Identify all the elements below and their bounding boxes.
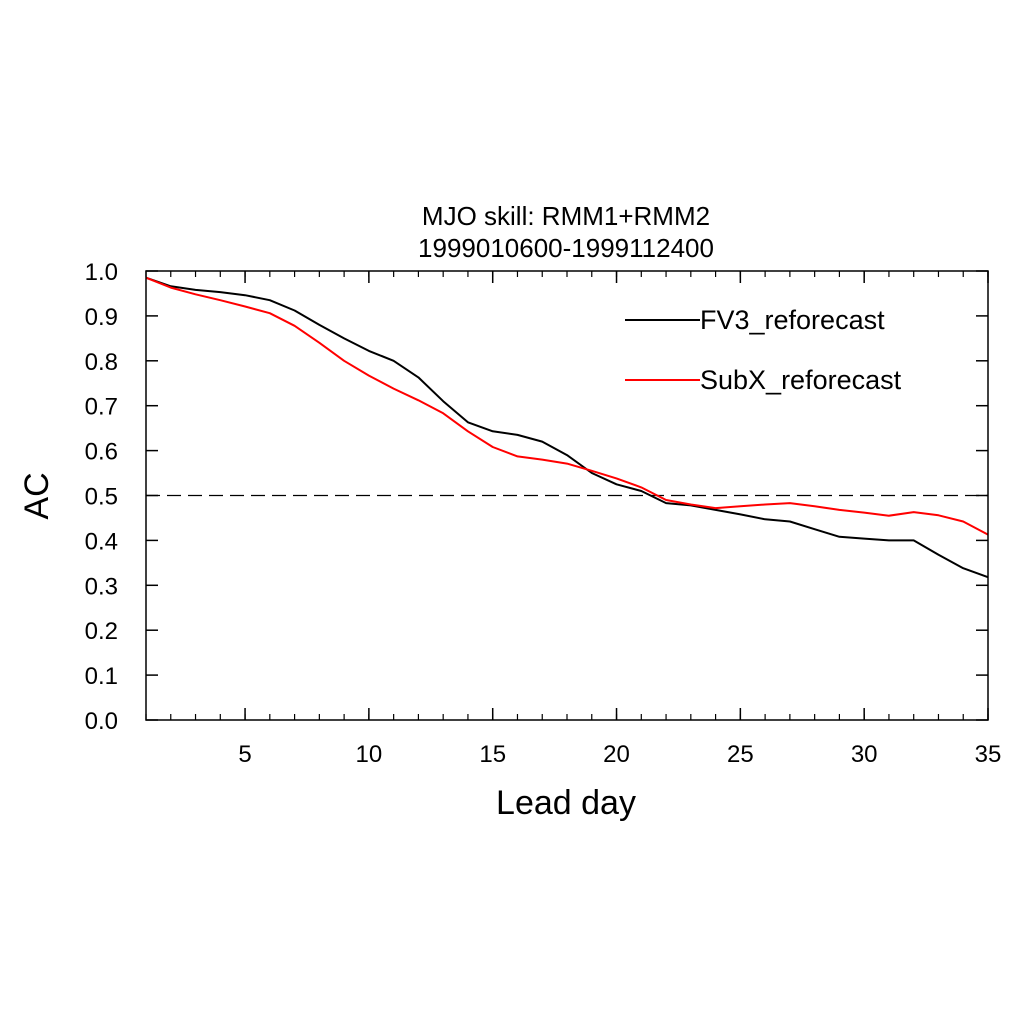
- legend-label: FV3_reforecast: [700, 305, 885, 335]
- legend-label: SubX_reforecast: [700, 365, 902, 395]
- x-tick-label: 35: [975, 741, 1002, 768]
- x-axis-label: Lead day: [496, 784, 636, 822]
- x-tick-label: 25: [727, 741, 754, 768]
- y-tick-label: 0.7: [85, 394, 118, 421]
- x-tick-label: 30: [851, 741, 878, 768]
- y-axis-label: AC: [18, 472, 56, 519]
- series-line-subx-reforecast: [145, 276, 989, 536]
- y-tick-label: 1.0: [85, 259, 118, 286]
- legend: FV3_reforecast SubX_reforecast: [625, 305, 902, 395]
- y-tick-label: 0.5: [85, 484, 118, 511]
- y-tick-label: 0.3: [85, 573, 118, 600]
- y-tick-label: 0.9: [85, 304, 118, 331]
- x-tick-label: 15: [479, 741, 506, 768]
- series-line-fv3-reforecast: [145, 276, 989, 579]
- chart-subtitle: 1999010600-1999112400: [418, 233, 714, 263]
- y-tick-label: 0.8: [85, 349, 118, 376]
- y-tick-label: 0.2: [85, 618, 118, 645]
- x-tick-label: 10: [356, 741, 383, 768]
- y-tick-label: 0.1: [85, 663, 118, 690]
- x-tick-label: 20: [603, 741, 630, 768]
- y-tick-label: 0.4: [85, 528, 118, 555]
- x-tick-label: 5: [238, 741, 251, 768]
- chart-title: MJO skill: RMM1+RMM2: [422, 201, 710, 231]
- y-tick-label: 0.6: [85, 439, 118, 466]
- y-tick-label: 0.0: [85, 708, 118, 735]
